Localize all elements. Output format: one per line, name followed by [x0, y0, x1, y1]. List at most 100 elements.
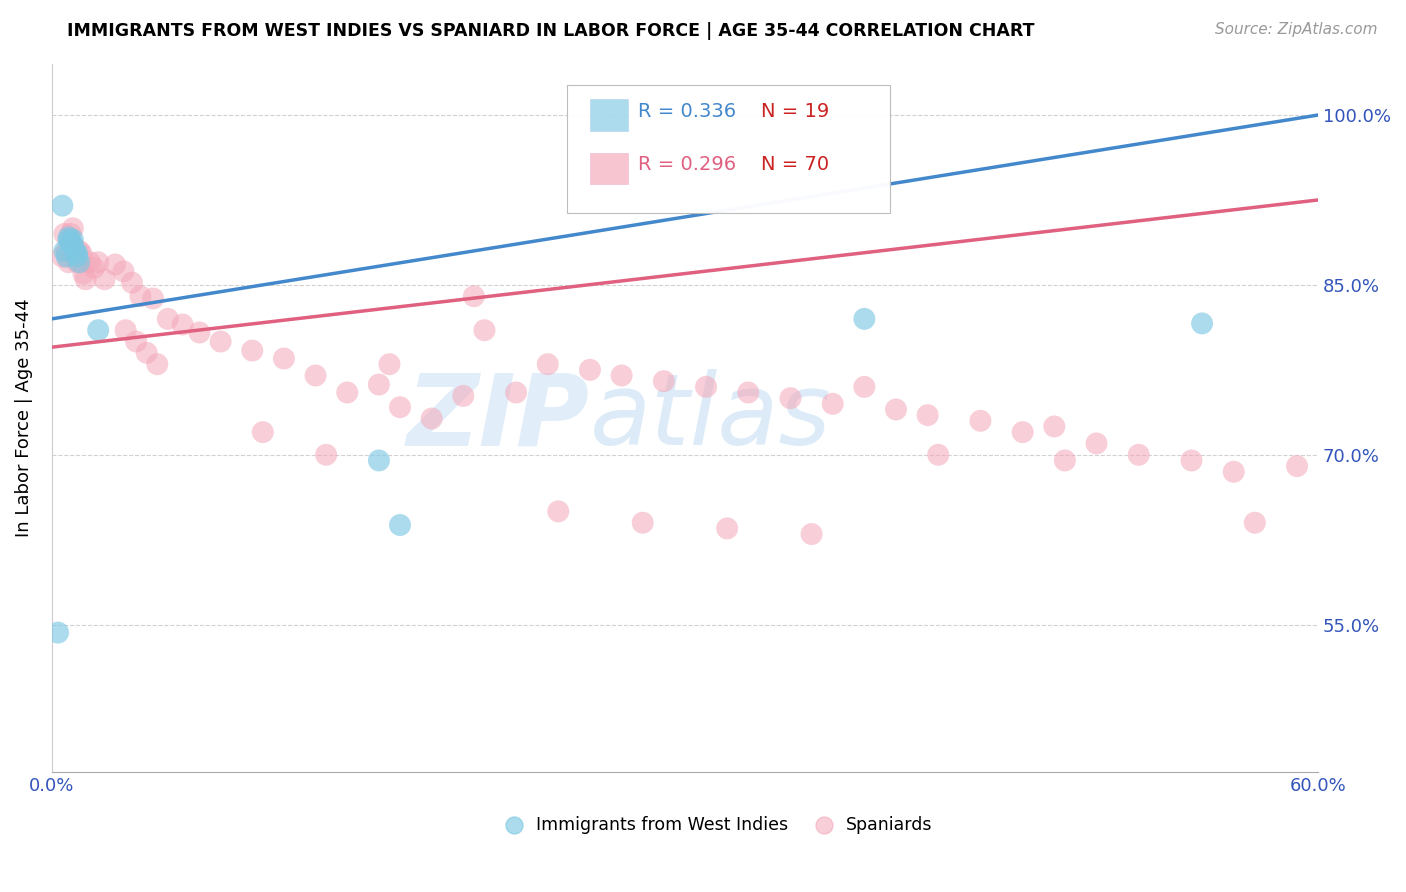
Point [1285, 459, 1308, 474]
Point [652, 374, 675, 388]
Point [93, 272, 115, 286]
Point [55, 244, 77, 258]
Point [70, 246, 93, 260]
Point [142, 292, 165, 306]
Point [53, 227, 76, 241]
Point [62, 233, 84, 247]
Point [62, 238, 84, 252]
Point [917, 408, 939, 422]
FancyBboxPatch shape [567, 86, 890, 212]
Point [505, 385, 527, 400]
Point [1128, 448, 1150, 462]
Text: Spaniards: Spaniards [846, 816, 932, 834]
Point [104, 258, 127, 272]
Point [51, 199, 73, 213]
Point [579, 363, 602, 377]
Point [1011, 425, 1033, 439]
Point [779, 391, 801, 405]
Point [58, 233, 80, 247]
Point [240, 343, 263, 358]
Point [87, 255, 110, 269]
Point [125, 334, 148, 349]
Point [66, 250, 89, 264]
Point [1085, 436, 1108, 450]
Point [1191, 317, 1213, 331]
Point [209, 334, 232, 349]
Point [463, 289, 485, 303]
Point [853, 311, 876, 326]
Point [378, 357, 401, 371]
Text: Immigrants from West Indies: Immigrants from West Indies [536, 816, 787, 834]
Point [67, 255, 90, 269]
Point [1243, 516, 1265, 530]
Point [537, 357, 560, 371]
Point [252, 425, 274, 439]
Point [72, 267, 94, 281]
Point [114, 323, 136, 337]
Bar [591, 153, 628, 185]
Point [129, 289, 152, 303]
Point [800, 527, 823, 541]
Point [737, 385, 759, 400]
Text: N = 70: N = 70 [761, 154, 830, 174]
Point [156, 311, 179, 326]
Text: R = 0.336: R = 0.336 [638, 102, 737, 120]
Point [121, 276, 143, 290]
Point [853, 380, 876, 394]
Point [1053, 453, 1076, 467]
Point [59, 235, 82, 249]
Point [420, 411, 443, 425]
Text: Source: ZipAtlas.com: Source: ZipAtlas.com [1215, 22, 1378, 37]
Point [66, 246, 89, 260]
Point [66, 255, 89, 269]
Point [388, 518, 411, 533]
Point [63, 244, 86, 258]
Point [79, 255, 101, 269]
Point [63, 250, 86, 264]
Point [884, 402, 907, 417]
Point [59, 235, 82, 250]
Point [62, 238, 84, 252]
Text: atlas: atlas [591, 369, 831, 467]
Point [67, 244, 90, 258]
Y-axis label: In Labor Force | Age 35-44: In Labor Force | Age 35-44 [15, 299, 32, 537]
Text: N = 19: N = 19 [761, 102, 830, 120]
Point [51, 250, 73, 264]
Point [631, 516, 654, 530]
Point [367, 453, 389, 467]
Point [135, 346, 157, 360]
Point [610, 368, 633, 383]
Point [146, 357, 169, 371]
Text: ZIP: ZIP [406, 369, 591, 467]
Point [55, 250, 77, 264]
Point [716, 521, 738, 535]
Point [453, 389, 475, 403]
Point [58, 230, 80, 244]
Point [75, 272, 97, 286]
Point [62, 221, 84, 235]
Point [821, 397, 844, 411]
Point [367, 377, 389, 392]
Point [1180, 453, 1202, 467]
Point [388, 401, 411, 415]
Point [969, 414, 991, 428]
Point [59, 227, 82, 241]
Point [87, 323, 110, 337]
Point [927, 448, 949, 462]
Point [46, 625, 69, 640]
Point [1043, 419, 1066, 434]
Bar [591, 99, 628, 131]
Point [1222, 465, 1244, 479]
Text: R = 0.296: R = 0.296 [638, 154, 737, 174]
Point [112, 264, 135, 278]
Point [474, 323, 496, 337]
Text: IMMIGRANTS FROM WEST INDIES VS SPANIARD IN LABOR FORCE | AGE 35-44 CORRELATION C: IMMIGRANTS FROM WEST INDIES VS SPANIARD … [67, 22, 1035, 40]
Point [315, 448, 337, 462]
Point [273, 351, 295, 366]
Point [53, 244, 76, 258]
Point [83, 260, 105, 275]
Point [695, 380, 717, 394]
Point [172, 318, 194, 332]
Point [58, 255, 80, 269]
Point [188, 326, 211, 340]
